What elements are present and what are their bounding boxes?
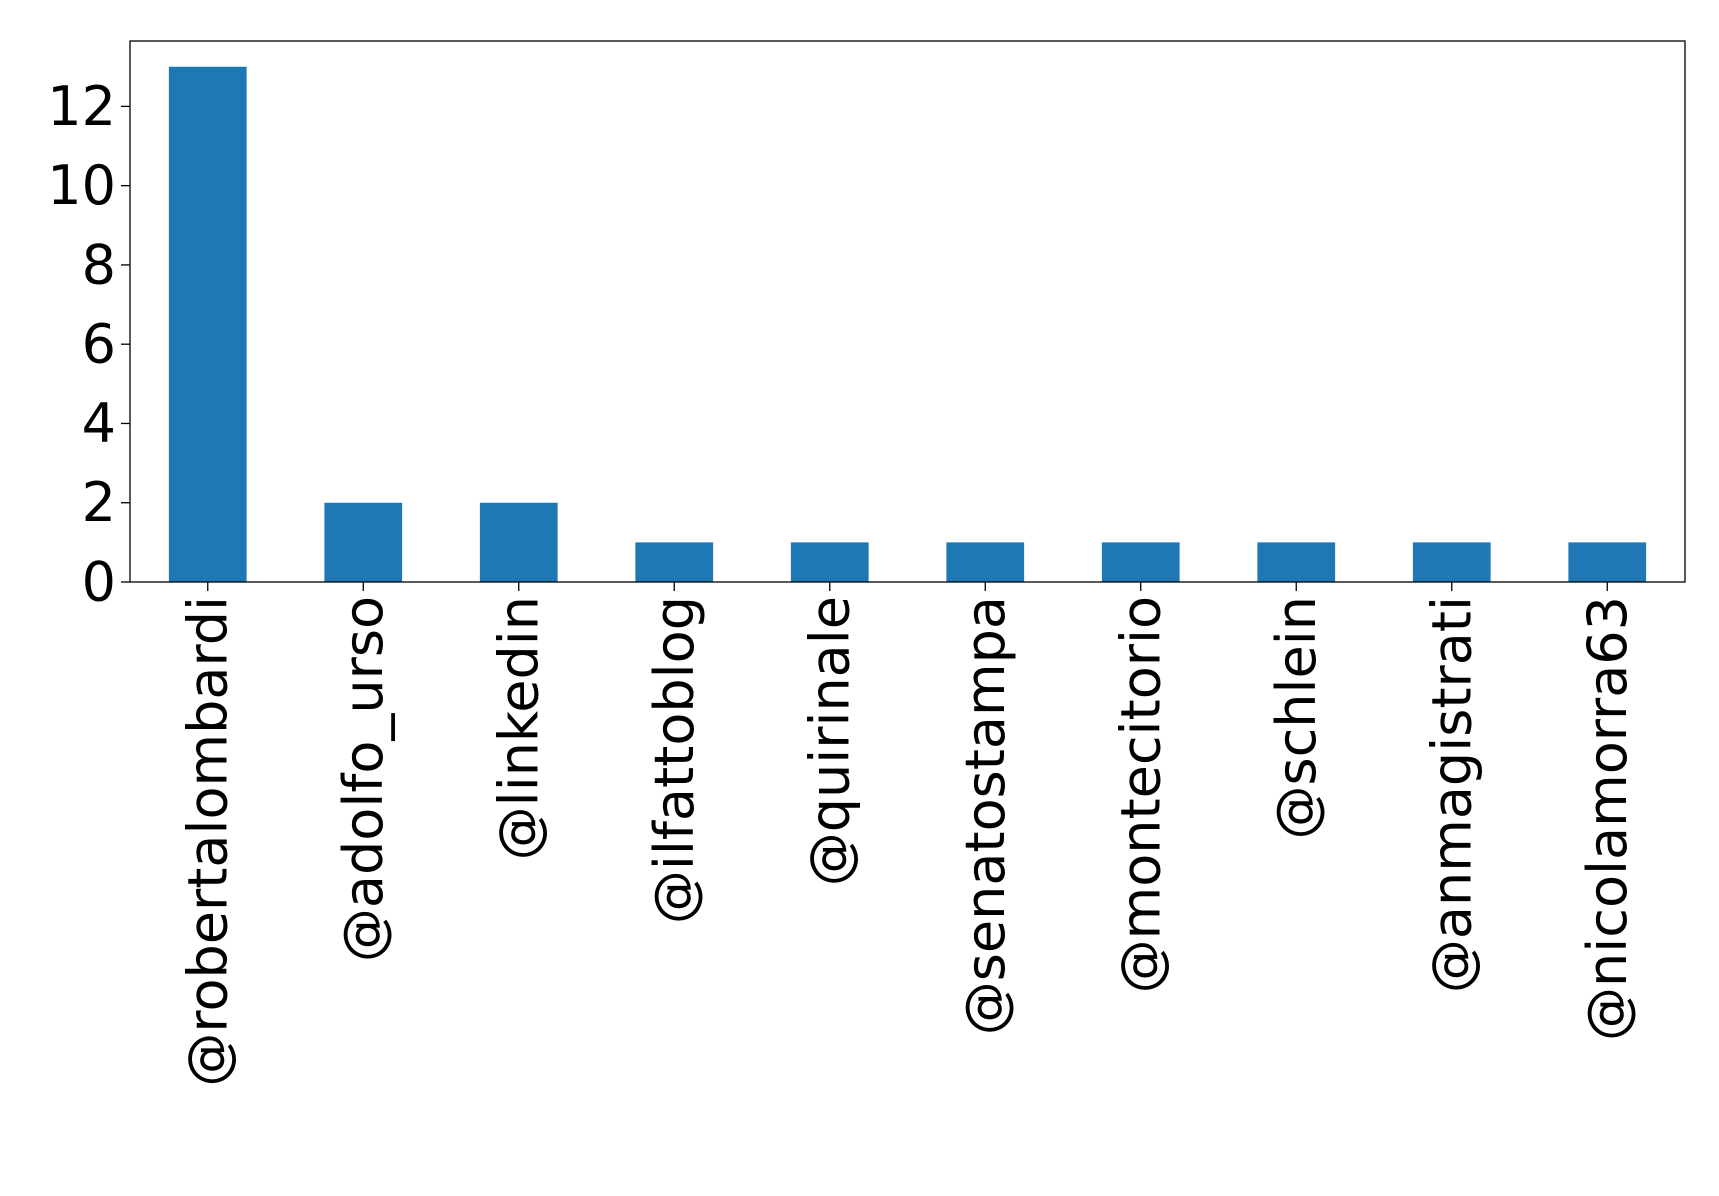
x-tick-label: @quirinale — [798, 596, 861, 886]
x-tick-label: @adolfo_urso — [332, 596, 395, 962]
y-tick-label: 2 — [82, 471, 116, 534]
bar-quirinale — [790, 542, 869, 582]
bar-senatostampa — [946, 542, 1025, 582]
bar-anmagistrati — [1412, 542, 1491, 582]
bar-adolfo-urso — [324, 502, 403, 582]
y-tick-label: 6 — [82, 313, 116, 376]
x-tick-label: @robertalombardi — [176, 596, 239, 1087]
y-tick-label: 0 — [82, 551, 116, 614]
x-tick-label: @ilfattoblog — [643, 596, 706, 924]
plot-frame — [129, 40, 1686, 583]
x-tick-label: @nicolamorra63 — [1576, 596, 1639, 1041]
y-tick-label: 12 — [47, 75, 116, 138]
y-axis-ticks: 0 2 4 6 8 10 12 — [47, 75, 130, 614]
x-tick-label: @montecitorio — [1109, 596, 1172, 993]
bar-ilfattoblog — [635, 542, 714, 582]
bar-schlein — [1257, 542, 1336, 582]
x-axis-ticks: @robertalombardi @adolfo_urso @linkedin @il… — [176, 582, 1639, 1087]
bar-nicolamorra63 — [1568, 542, 1647, 582]
y-tick-label: 4 — [82, 392, 116, 455]
x-tick-label: @anmagistrati — [1420, 596, 1483, 993]
x-tick-label: @senatostampa — [954, 596, 1017, 1035]
bars-group — [168, 66, 1647, 582]
x-tick-label: @schlein — [1265, 596, 1328, 840]
bar-robertalombardi — [168, 66, 247, 582]
y-tick-label: 8 — [82, 233, 116, 296]
bar-linkedin — [479, 502, 558, 582]
y-tick-label: 10 — [47, 154, 116, 217]
x-tick-label: @linkedin — [487, 596, 550, 860]
bar-montecitorio — [1101, 542, 1180, 582]
